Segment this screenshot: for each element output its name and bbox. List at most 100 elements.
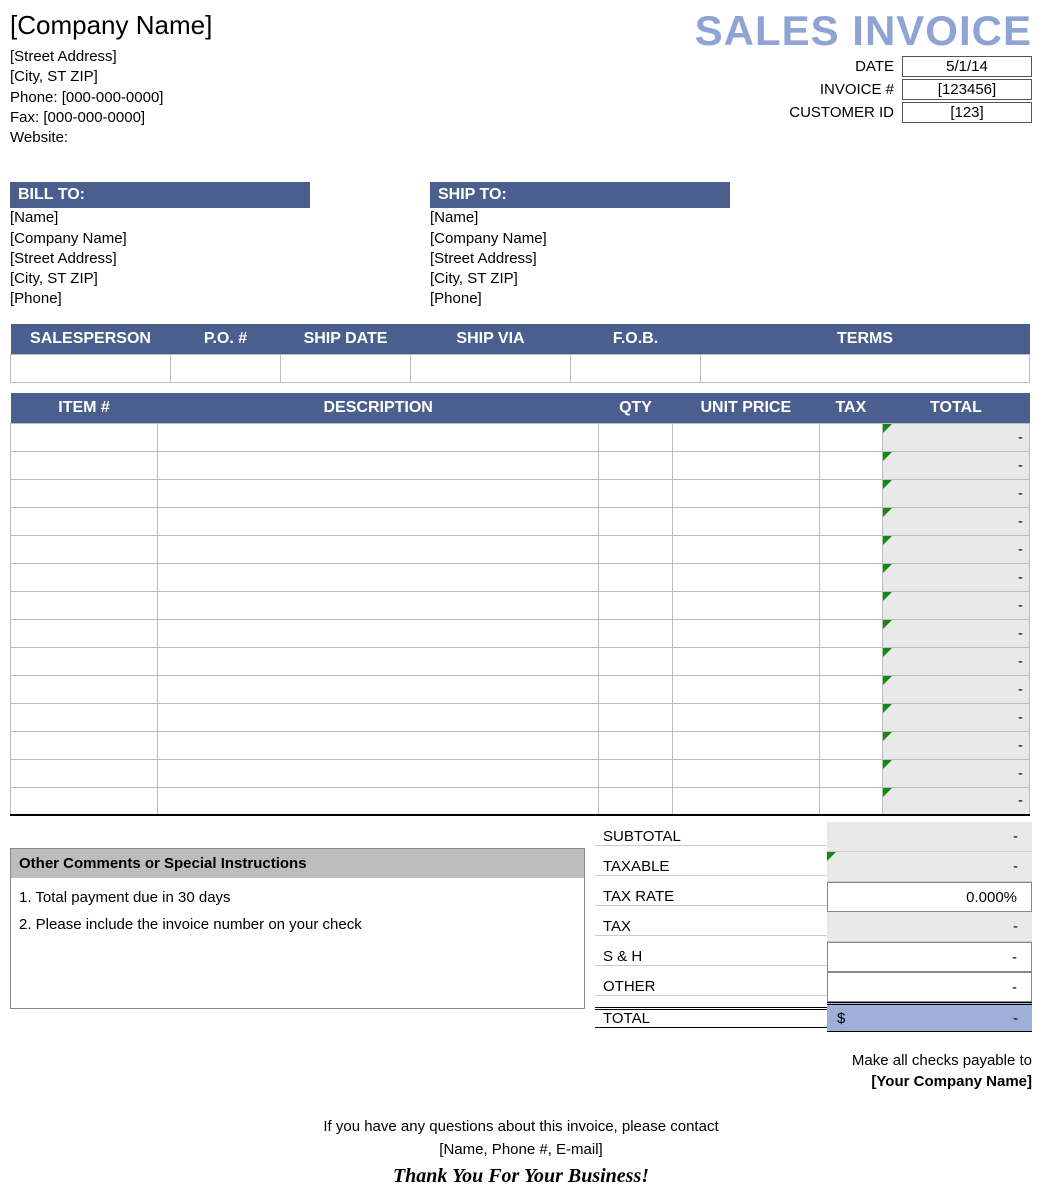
other-value[interactable]: - <box>827 972 1032 1002</box>
description-cell[interactable] <box>158 759 599 787</box>
qty-cell[interactable] <box>599 703 673 731</box>
item-total-cell[interactable]: - <box>882 759 1029 787</box>
date-value[interactable]: 5/1/14 <box>902 56 1032 77</box>
item-number-cell[interactable] <box>11 731 158 759</box>
tax-cell[interactable] <box>819 759 882 787</box>
description-cell[interactable] <box>158 591 599 619</box>
qty-cell[interactable] <box>599 535 673 563</box>
item-number-cell[interactable] <box>11 703 158 731</box>
unit-price-cell[interactable] <box>672 619 819 647</box>
qty-cell[interactable] <box>599 731 673 759</box>
item-total-cell[interactable]: - <box>882 451 1029 479</box>
cell-ship-via[interactable] <box>411 354 571 382</box>
qty-cell[interactable] <box>599 451 673 479</box>
unit-price-cell[interactable] <box>672 423 819 451</box>
unit-price-cell[interactable] <box>672 591 819 619</box>
item-total-cell[interactable]: - <box>882 731 1029 759</box>
qty-cell[interactable] <box>599 423 673 451</box>
tax-cell[interactable] <box>819 563 882 591</box>
item-number-cell[interactable] <box>11 423 158 451</box>
tax-cell[interactable] <box>819 647 882 675</box>
formula-icon <box>883 480 892 489</box>
item-total-cell[interactable]: - <box>882 423 1029 451</box>
cell-fob[interactable] <box>571 354 701 382</box>
unit-price-cell[interactable] <box>672 479 819 507</box>
qty-cell[interactable] <box>599 759 673 787</box>
tax-cell[interactable] <box>819 731 882 759</box>
tax-cell[interactable] <box>819 451 882 479</box>
description-cell[interactable] <box>158 507 599 535</box>
description-cell[interactable] <box>158 787 599 815</box>
item-number-cell[interactable] <box>11 535 158 563</box>
tax-cell[interactable] <box>819 507 882 535</box>
unit-price-cell[interactable] <box>672 451 819 479</box>
item-total-cell[interactable]: - <box>882 591 1029 619</box>
item-total-cell[interactable]: - <box>882 535 1029 563</box>
description-cell[interactable] <box>158 535 599 563</box>
tax-cell[interactable] <box>819 535 882 563</box>
tax-cell[interactable] <box>819 703 882 731</box>
item-number-cell[interactable] <box>11 451 158 479</box>
item-number-cell[interactable] <box>11 675 158 703</box>
description-cell[interactable] <box>158 647 599 675</box>
unit-price-cell[interactable] <box>672 703 819 731</box>
order-info-table: SALESPERSON P.O. # SHIP DATE SHIP VIA F.… <box>10 324 1030 383</box>
description-cell[interactable] <box>158 451 599 479</box>
qty-cell[interactable] <box>599 619 673 647</box>
description-cell[interactable] <box>158 703 599 731</box>
item-number-cell[interactable] <box>11 787 158 815</box>
tax-cell[interactable] <box>819 591 882 619</box>
unit-price-cell[interactable] <box>672 787 819 815</box>
item-number-cell[interactable] <box>11 591 158 619</box>
unit-price-cell[interactable] <box>672 507 819 535</box>
unit-price-cell[interactable] <box>672 647 819 675</box>
item-number-cell[interactable] <box>11 619 158 647</box>
cell-salesperson[interactable] <box>11 354 171 382</box>
cell-ship-date[interactable] <box>281 354 411 382</box>
unit-price-cell[interactable] <box>672 535 819 563</box>
th-total: TOTAL <box>882 393 1029 424</box>
item-total-cell[interactable]: - <box>882 563 1029 591</box>
qty-cell[interactable] <box>599 591 673 619</box>
qty-cell[interactable] <box>599 647 673 675</box>
tax-cell[interactable] <box>819 787 882 815</box>
cell-terms[interactable] <box>701 354 1030 382</box>
item-total-cell[interactable]: - <box>882 675 1029 703</box>
company-name: [Company Name] <box>10 10 212 41</box>
invoice-number-value[interactable]: [123456] <box>902 79 1032 100</box>
item-number-cell[interactable] <box>11 647 158 675</box>
qty-cell[interactable] <box>599 563 673 591</box>
description-cell[interactable] <box>158 619 599 647</box>
qty-cell[interactable] <box>599 675 673 703</box>
unit-price-cell[interactable] <box>672 759 819 787</box>
description-cell[interactable] <box>158 479 599 507</box>
tax-cell[interactable] <box>819 675 882 703</box>
description-cell[interactable] <box>158 563 599 591</box>
tax-cell[interactable] <box>819 619 882 647</box>
cell-po[interactable] <box>171 354 281 382</box>
description-cell[interactable] <box>158 675 599 703</box>
tax-cell[interactable] <box>819 423 882 451</box>
description-cell[interactable] <box>158 731 599 759</box>
item-total-cell[interactable]: - <box>882 647 1029 675</box>
unit-price-cell[interactable] <box>672 563 819 591</box>
item-number-cell[interactable] <box>11 507 158 535</box>
description-cell[interactable] <box>158 423 599 451</box>
qty-cell[interactable] <box>599 787 673 815</box>
sh-value[interactable]: - <box>827 942 1032 972</box>
item-number-cell[interactable] <box>11 563 158 591</box>
item-total-cell[interactable]: - <box>882 507 1029 535</box>
item-number-cell[interactable] <box>11 479 158 507</box>
customer-id-value[interactable]: [123] <box>902 102 1032 123</box>
item-number-cell[interactable] <box>11 759 158 787</box>
unit-price-cell[interactable] <box>672 675 819 703</box>
unit-price-cell[interactable] <box>672 731 819 759</box>
qty-cell[interactable] <box>599 479 673 507</box>
item-total-cell[interactable]: - <box>882 479 1029 507</box>
qty-cell[interactable] <box>599 507 673 535</box>
item-total-cell[interactable]: - <box>882 787 1029 815</box>
item-total-cell[interactable]: - <box>882 619 1029 647</box>
taxrate-value[interactable]: 0.000% <box>827 882 1032 912</box>
item-total-cell[interactable]: - <box>882 703 1029 731</box>
tax-cell[interactable] <box>819 479 882 507</box>
